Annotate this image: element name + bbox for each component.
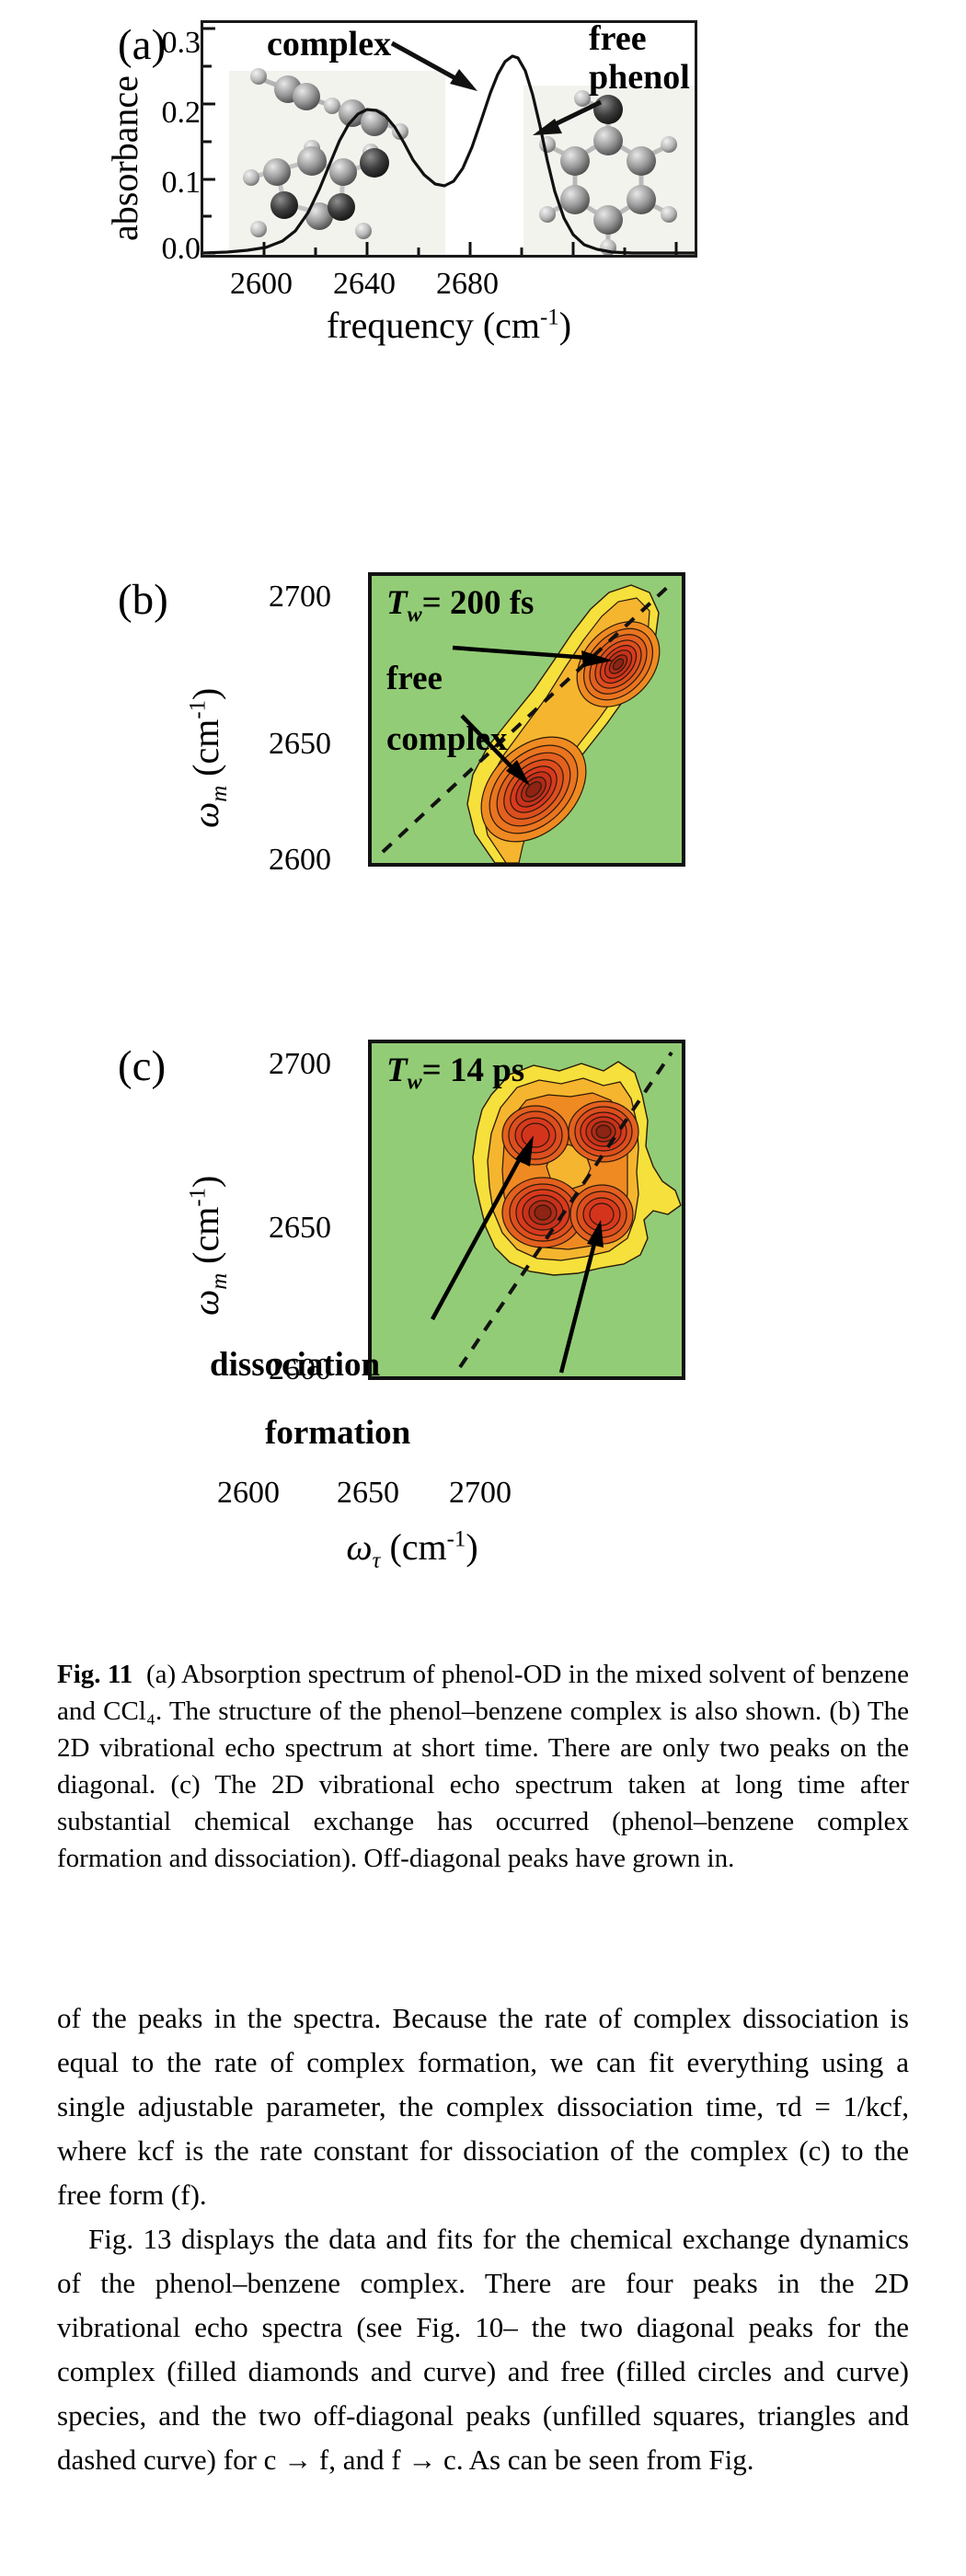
panel-c-y-axis-label: ωm (cm-1)	[184, 1176, 233, 1316]
panel-b-contour-svg	[372, 576, 682, 863]
panel-b-tw-sub: w	[407, 603, 422, 627]
panel-c-peak-free-diagonal	[568, 1100, 639, 1163]
panel-c-2d-spectrum	[368, 1040, 685, 1380]
figure-11: (a) 0.3 0.2 0.1 0.0 absorbance	[104, 19, 697, 1574]
panel-c-diagonal-line	[458, 1051, 673, 1369]
panel-a-xlabel-text: frequency (cm	[326, 305, 541, 346]
panel-c-ylabel-suffix: )	[185, 1175, 226, 1188]
panel-b-ytick-0: 2700	[269, 580, 331, 614]
free-phenol-annotation-arrow	[533, 99, 603, 135]
free-phenol-structure	[539, 90, 677, 255]
figure-caption: Fig. 11 (a) Absorption spectrum of pheno…	[57, 1656, 909, 1877]
panel-c-ytick-0: 2700	[269, 1047, 331, 1081]
caption-figure-number: Fig. 11	[57, 1660, 133, 1689]
panel-a-ytick-2: 0.1	[161, 166, 201, 200]
panel-a-svg	[203, 27, 695, 255]
panel-a-xtick-0: 2600	[230, 267, 293, 301]
panel-c-tw-sub: w	[407, 1070, 422, 1095]
panel-c-label: (c)	[118, 1042, 167, 1090]
panel-a-xtick-1: 2640	[333, 267, 396, 301]
panel-b-ylabel-sup: -1	[185, 699, 211, 719]
panel-b-tw-label: Tw= 200 fs	[386, 583, 534, 627]
panel-c-formation-label: formation	[265, 1414, 411, 1452]
panel-a-y-ticks	[203, 27, 215, 255]
panel-b-ylabel-sub: m	[207, 785, 232, 802]
panel-c-peak-complex-diagonal	[501, 1177, 584, 1248]
panel-a-plot-area	[201, 20, 697, 258]
panel-c-tw-symbol: T	[386, 1052, 408, 1089]
panel-c-ylabel-unit: (cm	[185, 1206, 226, 1273]
absorption-curve	[203, 54, 695, 255]
panel-c-dissociation-arrow	[431, 1135, 534, 1321]
panel-c-formation-arrow	[558, 1220, 604, 1374]
panel-a-free-label-line2: phenol	[589, 58, 690, 97]
panel-c-ytick-2: 2600	[269, 1352, 331, 1386]
body-text-column: of the peaks in the spectra. Because the…	[57, 1996, 909, 2482]
panel-c-contour-svg	[372, 1043, 682, 1376]
panel-b-ylabel-unit: (cm	[185, 719, 226, 786]
panel-a-ytick-1: 0.2	[161, 96, 201, 130]
panel-b-tw-value: = 200 fs	[421, 584, 535, 622]
panel-c-peak-dissociation	[501, 1105, 569, 1166]
panel-b-tw-symbol: T	[386, 584, 408, 622]
panel-c-xlabel-unit: (cm	[380, 1526, 447, 1568]
panel-a-complex-label: complex	[267, 25, 392, 63]
panel-c-x-axis-label: ωτ (cm-1)	[228, 1525, 596, 1574]
panel-b-y-axis-label: ωm (cm-1)	[184, 688, 233, 828]
caption-text: (a) Absorption spectrum of phenol-OD in …	[57, 1660, 909, 1873]
panel-c-peak-formation	[569, 1184, 634, 1245]
panel-a-free-label-line1: free	[589, 19, 647, 58]
panel-a-ytick-0: 0.3	[161, 26, 201, 60]
panel-a-x-axis-label: frequency (cm-1)	[201, 304, 697, 347]
panel-b-complex-label: complex	[386, 720, 508, 758]
panel-c-xlabel-omega: ω	[346, 1526, 373, 1568]
body-paragraph-2: Fig. 13 displays the data and fits for t…	[57, 2223, 909, 2476]
panel-b-ytick-1: 2650	[269, 727, 331, 761]
panel-b-complex-arrow	[460, 714, 530, 786]
panel-a-xlabel-suffix: )	[558, 305, 572, 346]
panel-c-xtick-1: 2650	[337, 1476, 399, 1510]
panel-c-tw-value: = 14 ps	[421, 1052, 525, 1089]
panel-a-xtick-2: 2680	[436, 267, 499, 301]
panel-c-xlabel-sub: τ	[372, 1548, 381, 1573]
panel-b-free-label: free	[386, 660, 443, 697]
panel-c-dissociation-label: dissociation	[210, 1346, 381, 1384]
panel-b-peak-free	[576, 621, 661, 707]
complex-annotation-arrow	[390, 40, 477, 91]
panel-b-free-arrow	[452, 645, 613, 667]
panel-b-2d-spectrum	[368, 572, 685, 867]
panel-a-x-ticks	[262, 242, 678, 255]
panel-c-xtick-2: 2700	[449, 1476, 512, 1510]
panel-a-xlabel-sup: -1	[540, 305, 559, 330]
panel-c-xlabel-sup: -1	[446, 1526, 466, 1552]
panel-b-ylabel-omega: ω	[185, 801, 226, 828]
panel-a-y-axis-label: absorbance	[104, 75, 145, 241]
panel-c-ylabel-sup: -1	[185, 1187, 211, 1207]
panel-a-ytick-3: 0.0	[161, 232, 201, 266]
panel-c-ylabel-omega: ω	[185, 1289, 226, 1316]
panel-b-ytick-2: 2600	[269, 843, 331, 877]
panel-c-ylabel-sub: m	[207, 1272, 232, 1290]
panel-b-ylabel-suffix: )	[185, 687, 226, 700]
panel-b-label: (b)	[118, 576, 168, 624]
panel-c-xlabel-suffix: )	[466, 1526, 478, 1568]
panel-c-ytick-1: 2650	[269, 1211, 331, 1245]
panel-c-xtick-0: 2600	[217, 1476, 280, 1510]
panel-a-label: (a)	[118, 21, 167, 69]
panel-c-tw-label: Tw= 14 ps	[386, 1051, 524, 1095]
body-paragraph-1: of the peaks in the spectra. Because the…	[57, 2002, 909, 2211]
